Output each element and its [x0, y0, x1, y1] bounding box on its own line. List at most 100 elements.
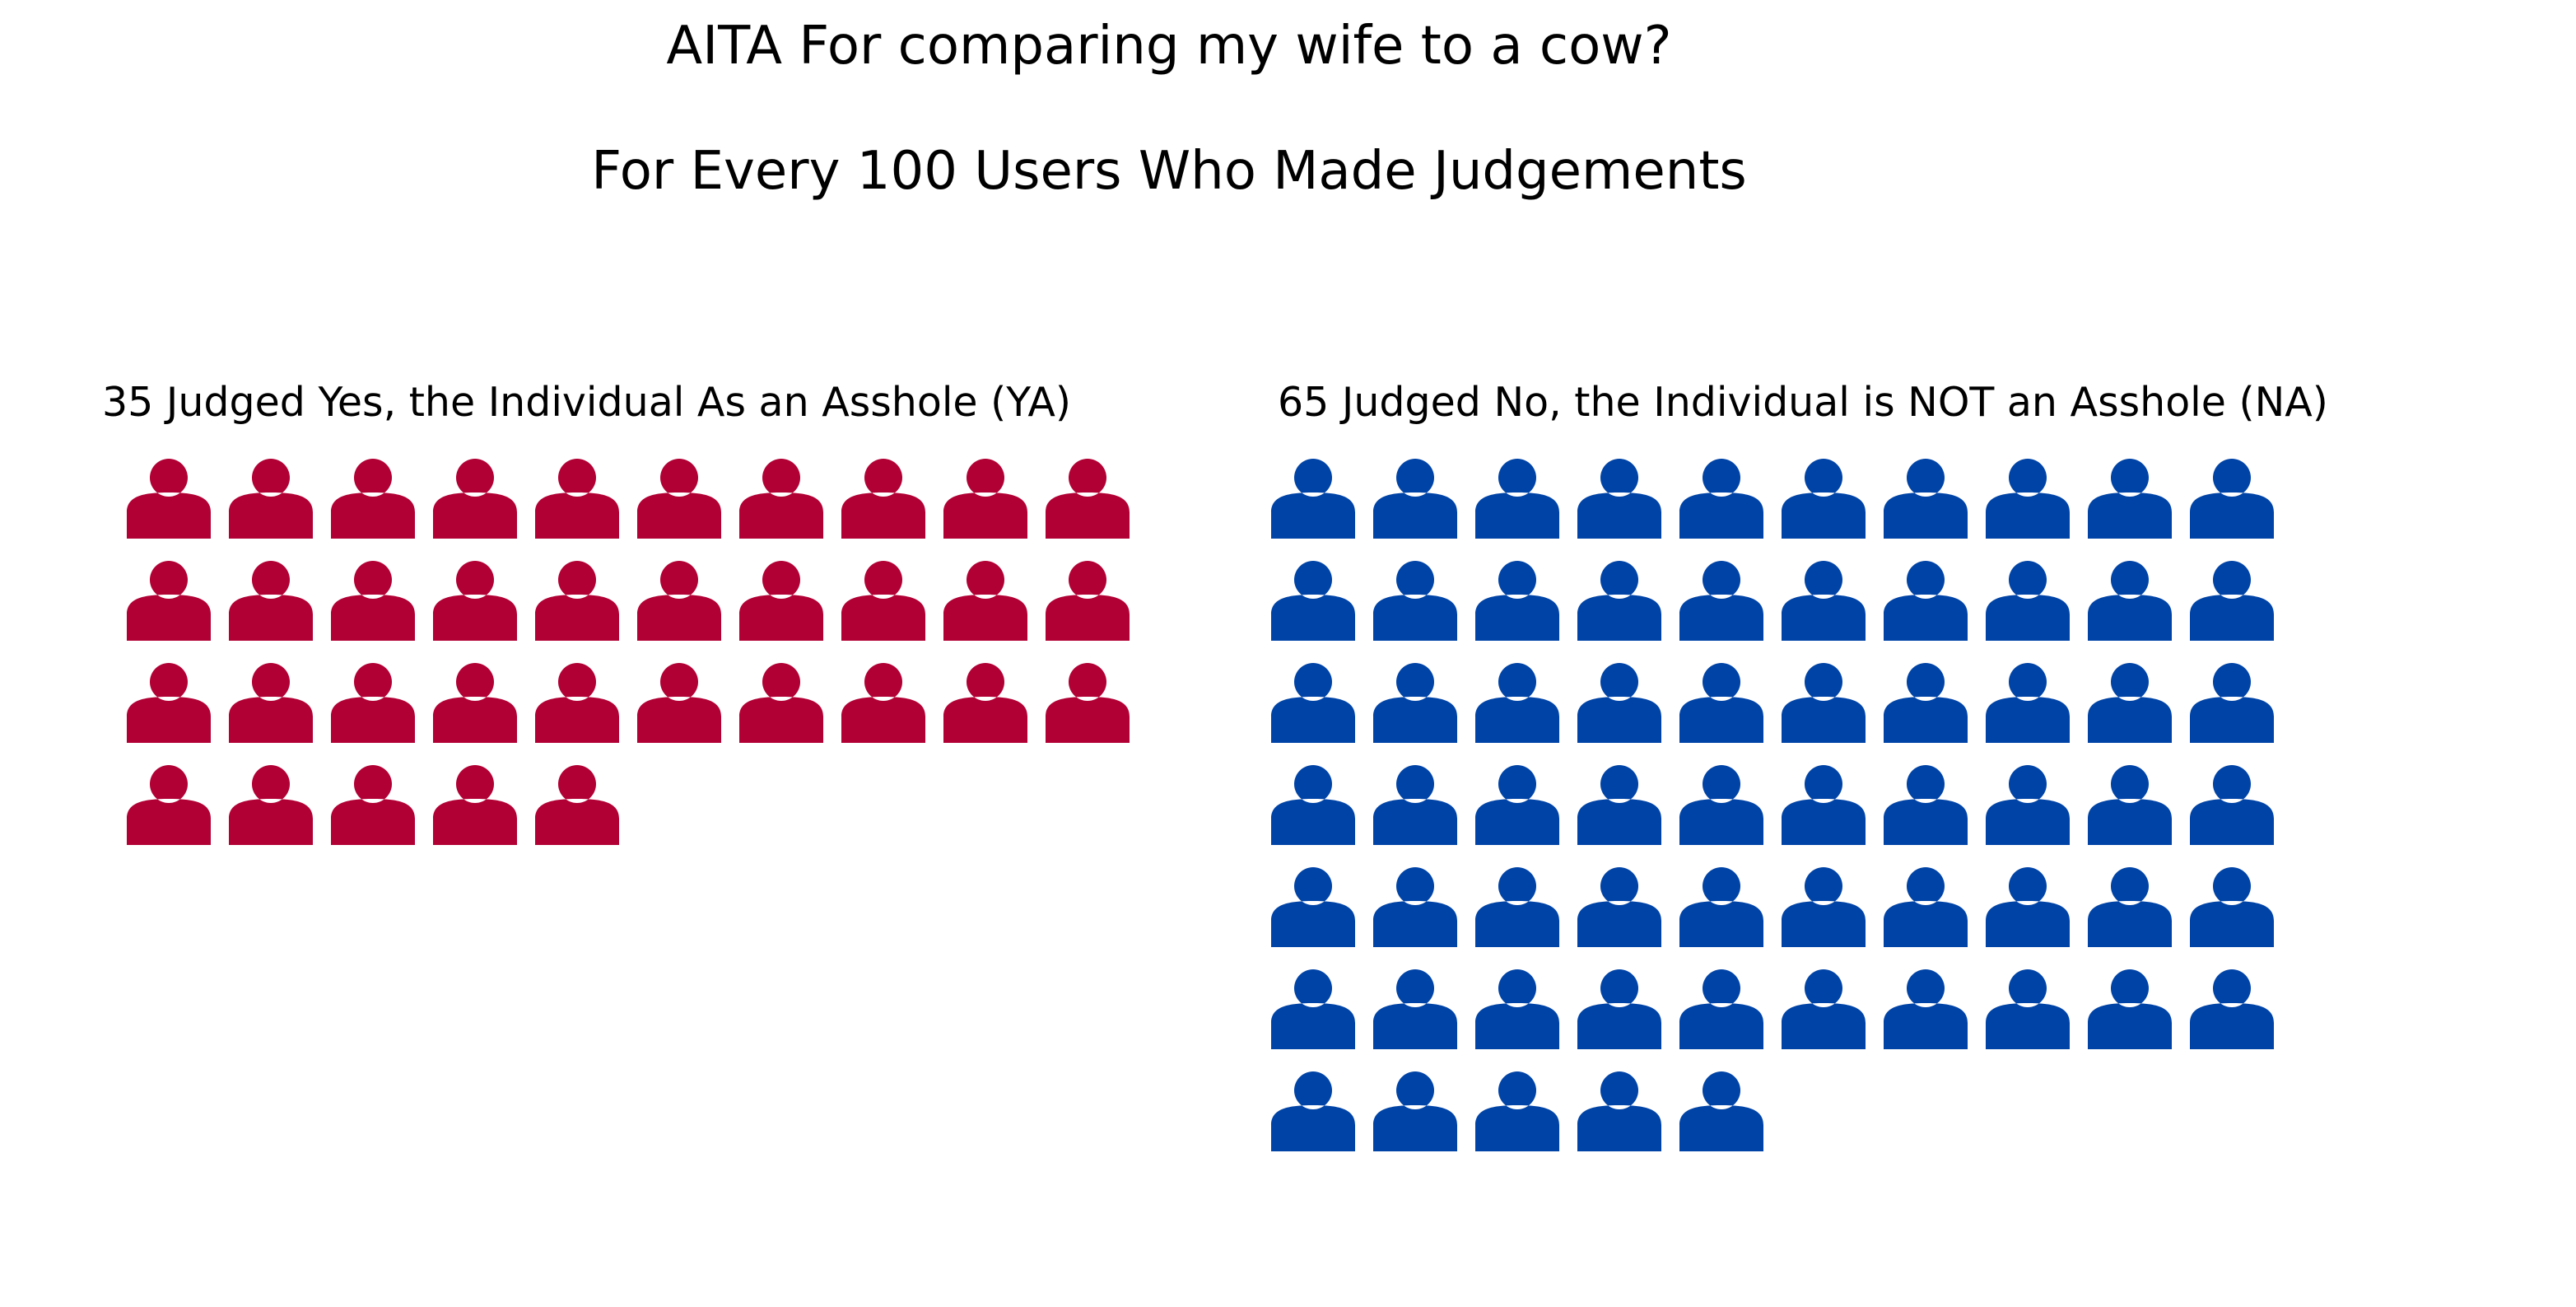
person-icon — [1884, 765, 1968, 845]
person-icon — [1986, 765, 2070, 845]
person-icon — [2190, 663, 2274, 743]
person-icon — [535, 765, 619, 845]
chart-title: AITA For comparing my wife to a cow? — [666, 16, 1672, 77]
person-icon — [1782, 867, 1866, 947]
person-icon — [331, 663, 415, 743]
person-icon — [229, 459, 313, 539]
person-icon — [1782, 561, 1866, 641]
chart-subtitle: For Every 100 Users Who Made Judgements — [591, 141, 1747, 202]
group-label-ya: 35 Judged Yes, the Individual As an Assh… — [102, 379, 1072, 426]
person-icon — [229, 561, 313, 641]
person-icon — [127, 765, 211, 845]
person-icon — [1986, 561, 2070, 641]
person-icon — [1884, 867, 1968, 947]
person-icon — [1271, 1071, 1355, 1151]
person-icon — [1475, 969, 1559, 1049]
person-icon — [433, 663, 517, 743]
person-icon — [637, 459, 721, 539]
person-icon — [1577, 765, 1661, 845]
person-icon — [2190, 969, 2274, 1049]
person-icon — [1884, 969, 1968, 1049]
person-icon — [1577, 1071, 1661, 1151]
person-icon — [2088, 969, 2172, 1049]
person-icon — [841, 459, 925, 539]
person-icon — [1884, 663, 1968, 743]
person-icon — [1373, 561, 1457, 641]
person-icon — [1986, 663, 2070, 743]
person-icon — [127, 561, 211, 641]
person-icon — [1046, 561, 1130, 641]
person-icon — [1475, 561, 1559, 641]
icon-group-na — [1271, 459, 2274, 1151]
person-icon — [1373, 663, 1457, 743]
person-icon — [1782, 663, 1866, 743]
person-icon — [1679, 765, 1763, 845]
person-icon — [2088, 765, 2172, 845]
person-icon — [943, 663, 1027, 743]
person-icon — [1679, 1071, 1763, 1151]
person-icon — [1475, 459, 1559, 539]
person-icon — [127, 663, 211, 743]
person-icon — [535, 561, 619, 641]
person-icon — [433, 765, 517, 845]
person-icon — [331, 459, 415, 539]
person-icon — [2190, 561, 2274, 641]
person-icon — [331, 765, 415, 845]
person-icon — [637, 561, 721, 641]
person-icon — [1884, 459, 1968, 539]
person-icon — [1271, 765, 1355, 845]
person-icon — [1884, 561, 1968, 641]
person-icon — [1046, 459, 1130, 539]
person-icon — [1577, 561, 1661, 641]
person-icon — [1577, 867, 1661, 947]
person-icon — [1577, 969, 1661, 1049]
person-icon — [2088, 867, 2172, 947]
person-icon — [943, 459, 1027, 539]
person-icon — [1475, 1071, 1559, 1151]
icon-group-ya — [127, 459, 1130, 845]
person-icon — [1475, 663, 1559, 743]
person-icon — [229, 663, 313, 743]
person-icon — [535, 663, 619, 743]
person-icon — [2190, 459, 2274, 539]
person-icon — [1679, 969, 1763, 1049]
person-icon — [2190, 765, 2274, 845]
person-icon — [1373, 867, 1457, 947]
person-icon — [739, 459, 823, 539]
person-icon — [1679, 663, 1763, 743]
person-icon — [2088, 561, 2172, 641]
person-icon — [1782, 459, 1866, 539]
person-icon — [1373, 765, 1457, 845]
person-icon — [1475, 765, 1559, 845]
person-icon — [1271, 867, 1355, 947]
person-icon — [1986, 867, 2070, 947]
person-icon — [433, 459, 517, 539]
person-icon — [1271, 459, 1355, 539]
person-icon — [2190, 867, 2274, 947]
person-icon — [1986, 969, 2070, 1049]
person-icon — [1475, 867, 1559, 947]
group-label-na: 65 Judged No, the Individual is NOT an A… — [1278, 379, 2328, 426]
person-icon — [1271, 969, 1355, 1049]
person-icon — [1782, 969, 1866, 1049]
person-icon — [1373, 459, 1457, 539]
person-icon — [739, 663, 823, 743]
person-icon — [739, 561, 823, 641]
person-icon — [1679, 561, 1763, 641]
person-icon — [2088, 459, 2172, 539]
person-icon — [841, 663, 925, 743]
person-icon — [1373, 969, 1457, 1049]
person-icon — [1046, 663, 1130, 743]
person-icon — [1986, 459, 2070, 539]
person-icon — [1577, 663, 1661, 743]
person-icon — [331, 561, 415, 641]
person-icon — [1271, 561, 1355, 641]
person-icon — [1373, 1071, 1457, 1151]
person-icon — [943, 561, 1027, 641]
person-icon — [1782, 765, 1866, 845]
person-icon — [1679, 459, 1763, 539]
person-icon — [1679, 867, 1763, 947]
person-icon — [229, 765, 313, 845]
person-icon — [637, 663, 721, 743]
